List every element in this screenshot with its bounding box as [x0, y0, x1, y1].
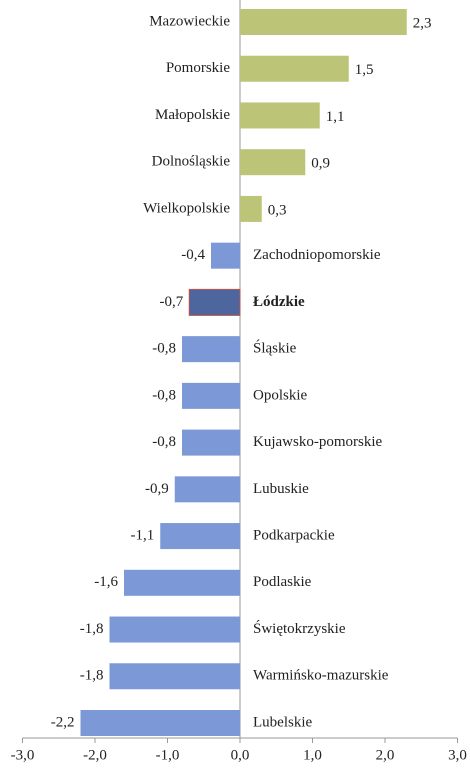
- value-label: -1,1: [131, 528, 155, 544]
- category-label: Zachodniopomorskie: [253, 247, 381, 263]
- value-label: -0,8: [152, 341, 176, 357]
- value-label: 0,3: [268, 202, 287, 218]
- x-tick-label: -3,0: [11, 747, 35, 763]
- category-label: Kujawsko-pomorskie: [253, 434, 382, 450]
- category-label: Dolnośląskie: [152, 154, 231, 170]
- bar: [240, 102, 320, 129]
- x-tick-label: 3,0: [448, 747, 467, 763]
- category-label: Opolskie: [253, 387, 308, 403]
- bar: [174, 476, 240, 503]
- category-label: Lubelskie: [253, 714, 312, 730]
- category-label: Mazowieckie: [149, 13, 230, 29]
- x-tick-label: 2,0: [376, 747, 395, 763]
- x-tick-label: 0,0: [231, 747, 250, 763]
- value-label: -2,2: [51, 714, 75, 730]
- bar: [124, 569, 240, 596]
- value-label: -1,6: [94, 574, 118, 590]
- bar: [182, 429, 240, 456]
- category-label: Podkarpackie: [253, 528, 335, 544]
- value-label: -0,8: [152, 434, 176, 450]
- value-label: 2,3: [413, 15, 432, 31]
- value-label: 1,1: [326, 109, 345, 125]
- bar: [211, 242, 240, 269]
- bar: [109, 616, 240, 643]
- value-label: -0,4: [181, 247, 205, 263]
- bar: [182, 382, 240, 409]
- category-label: Pomorskie: [166, 60, 231, 76]
- category-label: Wielkopolskie: [143, 200, 230, 216]
- value-label: 0,9: [311, 156, 330, 172]
- bar: [188, 288, 241, 316]
- bar: [240, 9, 407, 35]
- value-label: 1,5: [355, 62, 374, 78]
- category-label: Podlaskie: [253, 574, 312, 590]
- category-label: Warmińsko-mazurskie: [253, 668, 389, 684]
- value-label: -1,8: [80, 621, 104, 637]
- bar: [80, 710, 240, 736]
- bar: [160, 523, 240, 550]
- bar: [109, 663, 240, 690]
- bar: [240, 195, 262, 222]
- value-label: -0,8: [152, 387, 176, 403]
- x-tick-label: 1,0: [303, 747, 322, 763]
- bar: [182, 336, 240, 363]
- category-label: Łódzkie: [253, 294, 305, 310]
- bar: [240, 149, 306, 176]
- category-label: Lubuskie: [253, 481, 309, 497]
- x-tick-label: -2,0: [83, 747, 107, 763]
- category-label: Śląskie: [253, 340, 297, 357]
- x-tick-label: -1,0: [156, 747, 180, 763]
- category-label: Małopolskie: [155, 107, 230, 123]
- value-label: -1,8: [80, 668, 104, 684]
- value-label: -0,7: [160, 294, 184, 310]
- value-label: -0,9: [145, 481, 169, 497]
- category-label: Świętokrzyskie: [253, 620, 346, 637]
- bar: [240, 55, 349, 82]
